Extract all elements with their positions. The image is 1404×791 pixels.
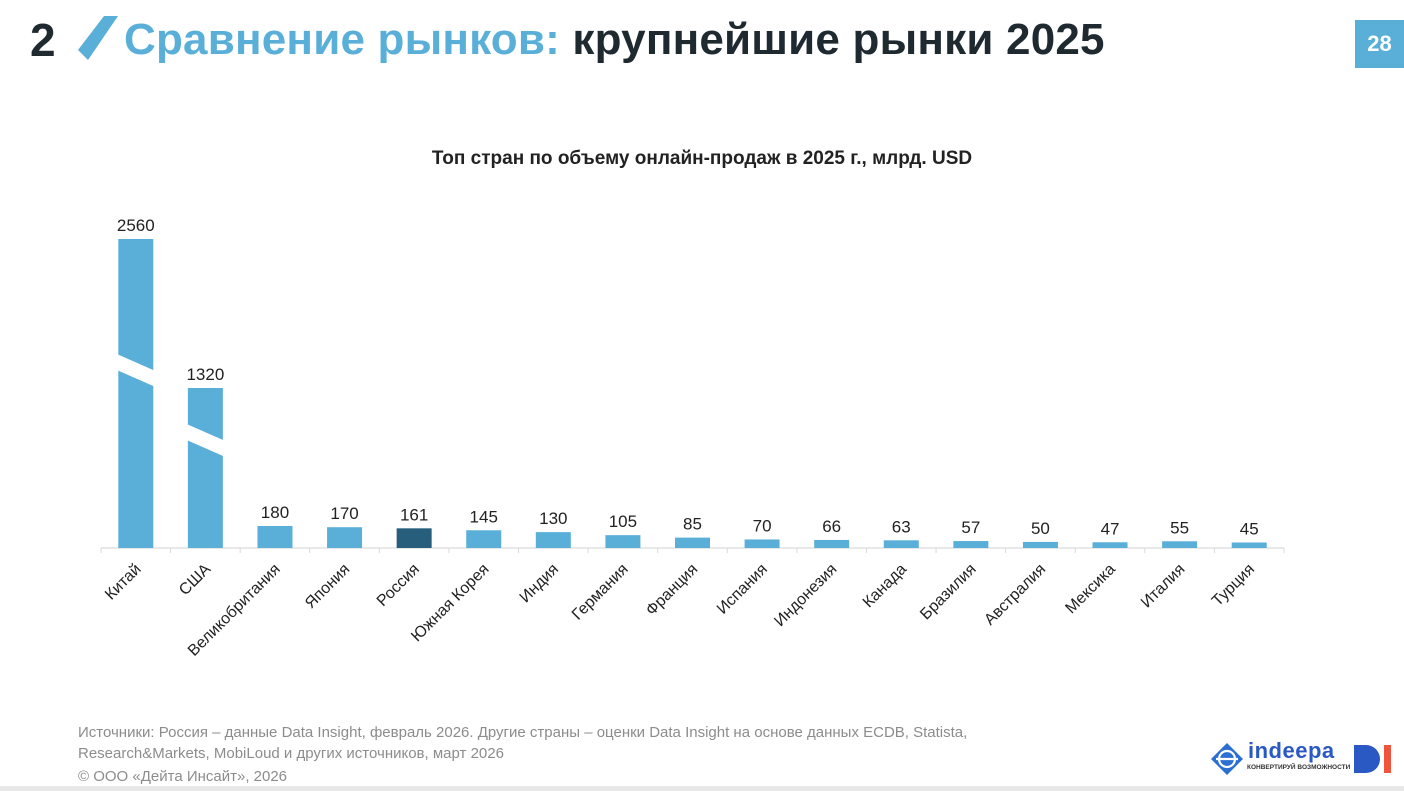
bar-13 (1022, 541, 1058, 548)
data-label-13: 50 (1031, 519, 1050, 538)
category-label-15: Италия (1138, 561, 1189, 612)
bar-6 (535, 532, 571, 548)
data-label-1: 1320 (186, 365, 224, 384)
category-label-6: Индия (517, 561, 562, 606)
bar-10 (814, 539, 850, 548)
category-label-9: Испания (714, 561, 771, 618)
category-label-1: США (176, 561, 214, 599)
title-accent: Сравнение рынков: (124, 15, 560, 64)
data-insight-logo-icon (1354, 745, 1391, 773)
chart-title: Топ стран по объему онлайн-продаж в 2025… (431, 148, 973, 169)
bar-11 (883, 540, 919, 548)
data-label-3: 170 (330, 504, 358, 523)
category-label-8: Франция (643, 561, 701, 619)
data-label-5: 145 (470, 507, 498, 526)
slide-header: 2 Сравнение рынков: крупнейшие рынки 202… (0, 0, 1404, 90)
axis-break-0 (115, 353, 157, 388)
indeepa-diamond-icon (1211, 743, 1243, 775)
bar-4 (396, 528, 432, 548)
data-label-8: 85 (683, 515, 702, 534)
data-label-0: 2560 (117, 216, 155, 235)
section-number: 2 (30, 14, 56, 66)
data-label-6: 130 (539, 509, 567, 528)
title-main: крупнейшие рынки 2025 (560, 15, 1105, 64)
bar-2 (257, 526, 293, 548)
indeepa-logo: indeepa КОНВЕРТИРУЙ ВОЗМОЖНОСТИ (1210, 738, 1350, 776)
bar-0 (118, 239, 154, 548)
category-label-13: Австралия (981, 561, 1049, 629)
indeepa-tagline: КОНВЕРТИРУЙ ВОЗМОЖНОСТИ (1247, 764, 1351, 771)
category-label-16: Турция (1209, 561, 1258, 610)
data-label-7: 105 (609, 512, 637, 531)
data-label-16: 45 (1240, 520, 1259, 539)
axis-break-1 (184, 423, 226, 458)
page-number-badge: 28 (1355, 20, 1404, 68)
category-label-4: Россия (374, 561, 423, 610)
sources-note: Источники: Россия – данные Data Insight,… (78, 724, 968, 762)
bar-16 (1231, 542, 1267, 548)
category-label-0: Китай (102, 561, 145, 604)
slash-icon (78, 16, 118, 60)
data-label-9: 70 (753, 516, 772, 535)
category-label-3: Япония (302, 561, 353, 612)
bar-7 (605, 535, 641, 548)
bar-5 (466, 530, 502, 548)
bar-14 (1092, 542, 1128, 548)
data-label-15: 55 (1170, 518, 1189, 537)
category-label-7: Германия (569, 561, 632, 624)
bar-8 (675, 537, 710, 548)
data-label-11: 63 (892, 517, 911, 536)
bottom-strip (0, 786, 1404, 791)
page-title: Сравнение рынков: крупнейшие рынки 2025 (124, 12, 1105, 68)
bar-1 (187, 388, 223, 548)
category-label-14: Мексика (1062, 561, 1118, 617)
bar-3 (327, 527, 363, 548)
data-label-14: 47 (1101, 519, 1120, 538)
bar-12 (953, 541, 989, 548)
data-label-12: 57 (961, 518, 980, 537)
data-label-4: 161 (400, 505, 428, 524)
indeepa-wordmark: indeepa (1248, 738, 1335, 763)
data-label-10: 66 (822, 517, 841, 536)
bar-9 (744, 539, 780, 548)
copyright-note: © ООО «Дейта Инсайт», 2026 (78, 768, 288, 785)
category-label-12: Бразилия (917, 561, 979, 623)
data-label-2: 180 (261, 503, 289, 522)
category-label-10: Индонезия (771, 561, 840, 630)
category-label-11: Канада (860, 561, 910, 611)
bar-15 (1162, 541, 1198, 548)
